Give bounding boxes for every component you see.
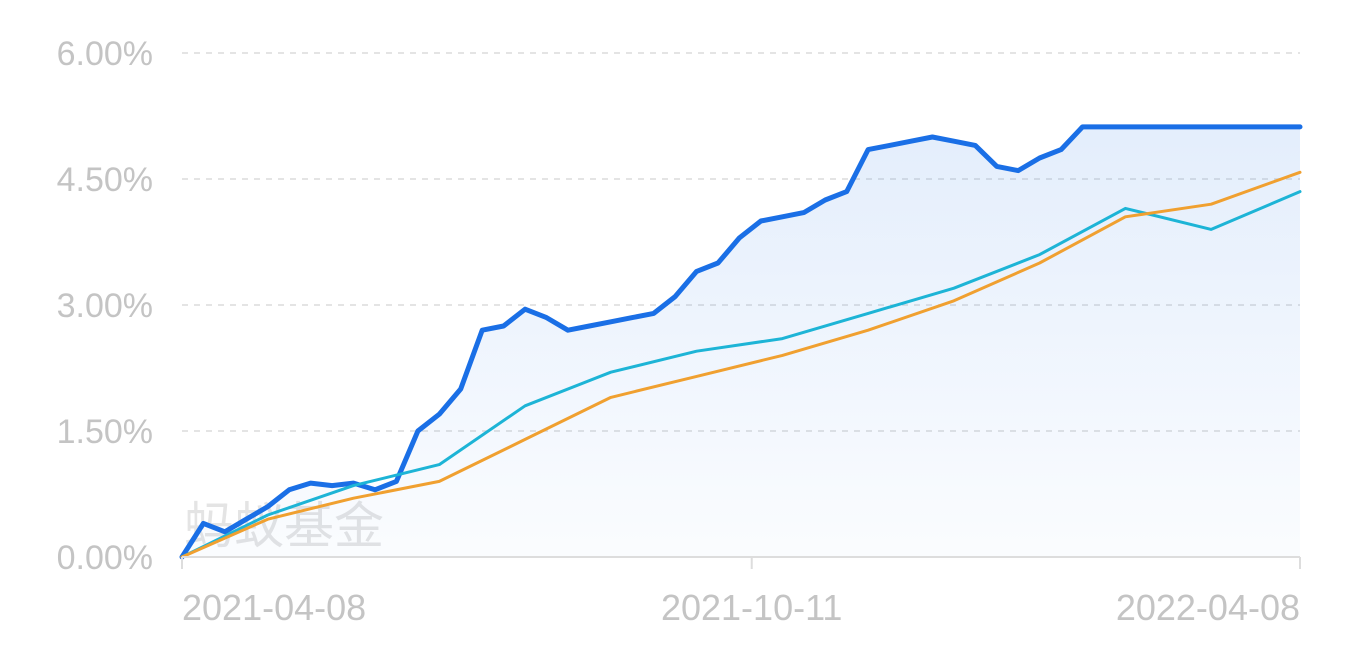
- y-tick-label: 3.00%: [57, 287, 153, 325]
- y-tick-label: 6.00%: [57, 35, 153, 73]
- series-area: [182, 126, 1300, 558]
- y-tick-label: 1.50%: [57, 413, 153, 451]
- series-lines: [179, 124, 1303, 560]
- x-tick-label: 2021-10-11: [661, 587, 842, 628]
- area-fill: [182, 126, 1300, 558]
- y-tick-label: 0.00%: [57, 539, 153, 577]
- series-line-3: [180, 170, 1302, 559]
- series-line-1: [179, 124, 1303, 560]
- x-axis-ticks: 2021-04-08 2021-10-11 2022-04-08: [181, 557, 1301, 628]
- y-axis-ticks: 0.00% 1.50% 3.00% 4.50% 6.00%: [57, 35, 153, 577]
- x-tick-label: 2021-04-08: [182, 587, 366, 628]
- x-tick-label: 2022-04-08: [1116, 587, 1300, 628]
- y-tick-label: 4.50%: [57, 161, 153, 199]
- series-line-2: [180, 190, 1302, 559]
